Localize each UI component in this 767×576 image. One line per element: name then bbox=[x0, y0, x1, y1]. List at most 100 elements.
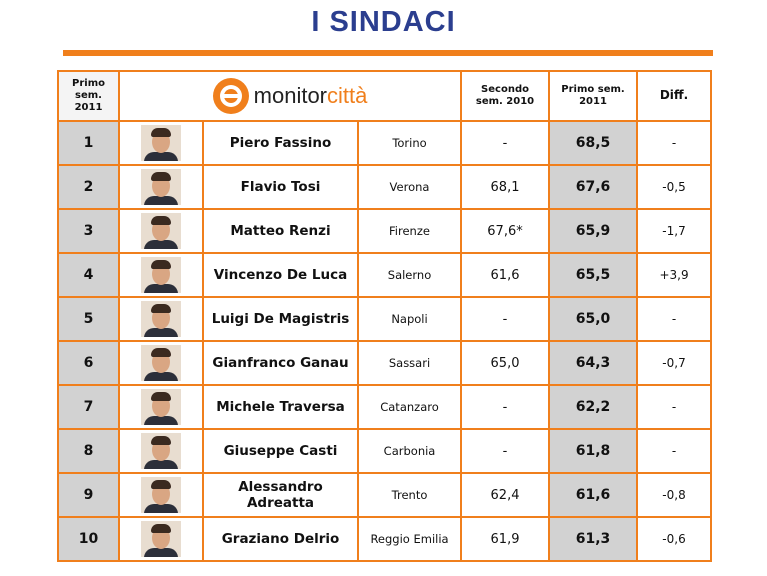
portrait-vincenzo-de-luca bbox=[141, 257, 181, 293]
rank-cell: 4 bbox=[57, 252, 120, 298]
city-name: Torino bbox=[392, 136, 427, 150]
rank-value: 2 bbox=[83, 179, 94, 195]
city-cell: Reggio Emilia bbox=[356, 516, 463, 562]
rank-cell: 10 bbox=[57, 516, 120, 562]
rank-cell: 3 bbox=[57, 208, 120, 254]
diff-cell: - bbox=[636, 296, 713, 342]
second-sem-value: 65,0 bbox=[490, 355, 520, 371]
city-cell: Torino bbox=[356, 120, 463, 166]
city-cell: Sassari bbox=[356, 340, 463, 386]
second-sem-value: - bbox=[502, 135, 508, 151]
rank-value: 6 bbox=[83, 355, 94, 371]
second-sem-cell: - bbox=[460, 384, 551, 430]
second-sem-cell: - bbox=[460, 120, 551, 166]
first-sem-value: 61,6 bbox=[575, 487, 611, 503]
rank-value: 4 bbox=[83, 267, 94, 283]
rank-value: 9 bbox=[83, 487, 94, 503]
rank-value: 8 bbox=[83, 443, 94, 459]
diff-cell: -0,8 bbox=[636, 472, 713, 518]
rank-cell: 6 bbox=[57, 340, 120, 386]
mayor-name: Vincenzo De Luca bbox=[213, 267, 348, 283]
table-row-9: 9 Alessandro Adreatta Trento 62,4 61,6 -… bbox=[57, 472, 713, 518]
diff-cell: - bbox=[636, 120, 713, 166]
mayor-name: Graziano Delrio bbox=[221, 531, 340, 547]
first-sem-cell: 65,5 bbox=[548, 252, 639, 298]
first-sem-cell: 68,5 bbox=[548, 120, 639, 166]
city-name: Carbonia bbox=[383, 444, 436, 458]
diff-cell: +3,9 bbox=[636, 252, 713, 298]
name-cell: Vincenzo De Luca bbox=[202, 252, 359, 298]
rank-cell: 5 bbox=[57, 296, 120, 342]
photo-cell bbox=[118, 384, 204, 430]
first-sem-cell: 61,6 bbox=[548, 472, 639, 518]
first-sem-value: 65,0 bbox=[575, 311, 611, 327]
first-sem-cell: 65,9 bbox=[548, 208, 639, 254]
table-row-4: 4 Vincenzo De Luca Salerno 61,6 65,5 +3,… bbox=[57, 252, 713, 298]
second-sem-value: 62,4 bbox=[490, 487, 520, 503]
page-title: I SINDACI bbox=[311, 6, 456, 38]
portrait-giuseppe-casti bbox=[141, 433, 181, 469]
diff-value: -1,7 bbox=[662, 224, 686, 238]
city-name: Verona bbox=[389, 180, 430, 194]
table-row-3: 3 Matteo Renzi Firenze 67,6* 65,9 -1,7 bbox=[57, 208, 713, 254]
diff-value: - bbox=[671, 136, 677, 150]
photo-cell bbox=[118, 516, 204, 562]
second-sem-cell: 68,1 bbox=[460, 164, 551, 210]
first-sem-value: 64,3 bbox=[575, 355, 611, 371]
logo-wordmark: monitorcittà bbox=[254, 83, 368, 109]
rank-cell: 1 bbox=[57, 120, 120, 166]
city-cell: Verona bbox=[356, 164, 463, 210]
first-sem-cell: 62,2 bbox=[548, 384, 639, 430]
diff-value: - bbox=[671, 400, 677, 414]
second-sem-value: 61,6 bbox=[490, 267, 520, 283]
diff-value: - bbox=[671, 312, 677, 326]
second-sem-value: 67,6* bbox=[487, 223, 523, 239]
logo-text-citta: città bbox=[327, 83, 368, 108]
header-first-sem-label: Primo sem. 2011 bbox=[561, 84, 625, 107]
portrait-alessandro-adreatta bbox=[141, 477, 181, 513]
diff-value: -0,7 bbox=[662, 356, 686, 370]
city-name: Firenze bbox=[389, 224, 430, 238]
header-diff: Diff. bbox=[636, 70, 713, 122]
mayor-name: Michele Traversa bbox=[216, 399, 345, 415]
rank-cell: 2 bbox=[57, 164, 120, 210]
rank-value: 1 bbox=[83, 135, 94, 151]
header-second-sem: Secondo sem. 2010 bbox=[460, 70, 551, 122]
city-name: Salerno bbox=[387, 268, 432, 282]
mayor-name: Matteo Renzi bbox=[230, 223, 331, 239]
photo-cell bbox=[118, 296, 204, 342]
first-sem-value: 65,9 bbox=[575, 223, 611, 239]
first-sem-value: 68,5 bbox=[575, 135, 611, 151]
table-row-2: 2 Flavio Tosi Verona 68,1 67,6 -0,5 bbox=[57, 164, 713, 210]
city-cell: Firenze bbox=[356, 208, 463, 254]
city-cell: Trento bbox=[356, 472, 463, 518]
portrait-piero-fassino bbox=[141, 125, 181, 161]
photo-cell bbox=[118, 164, 204, 210]
mayor-name: Piero Fassino bbox=[229, 135, 332, 151]
city-name: Trento bbox=[391, 488, 428, 502]
diff-value: +3,9 bbox=[659, 268, 689, 282]
diff-cell: -0,5 bbox=[636, 164, 713, 210]
first-sem-value: 65,5 bbox=[575, 267, 611, 283]
table-header-row: Primo sem. 2011 monitorcittà Secondo sem… bbox=[57, 70, 713, 122]
photo-cell bbox=[118, 472, 204, 518]
second-sem-value: 68,1 bbox=[490, 179, 520, 195]
rank-cell: 9 bbox=[57, 472, 120, 518]
name-cell: Matteo Renzi bbox=[202, 208, 359, 254]
header-first-sem: Primo sem. 2011 bbox=[548, 70, 639, 122]
diff-cell: -0,7 bbox=[636, 340, 713, 386]
diff-cell: -1,7 bbox=[636, 208, 713, 254]
photo-cell bbox=[118, 252, 204, 298]
diff-cell: - bbox=[636, 384, 713, 430]
photo-cell bbox=[118, 208, 204, 254]
table-row-8: 8 Giuseppe Casti Carbonia - 61,8 - bbox=[57, 428, 713, 474]
first-sem-cell: 67,6 bbox=[548, 164, 639, 210]
portrait-flavio-tosi bbox=[141, 169, 181, 205]
logo-text-monitor: monitor bbox=[253, 83, 327, 108]
city-cell: Carbonia bbox=[356, 428, 463, 474]
mayor-name: Giuseppe Casti bbox=[223, 443, 338, 459]
header-diff-label: Diff. bbox=[659, 88, 689, 102]
table-row-5: 5 Luigi De Magistris Napoli - 65,0 - bbox=[57, 296, 713, 342]
first-sem-cell: 65,0 bbox=[548, 296, 639, 342]
first-sem-value: 61,3 bbox=[575, 531, 611, 547]
